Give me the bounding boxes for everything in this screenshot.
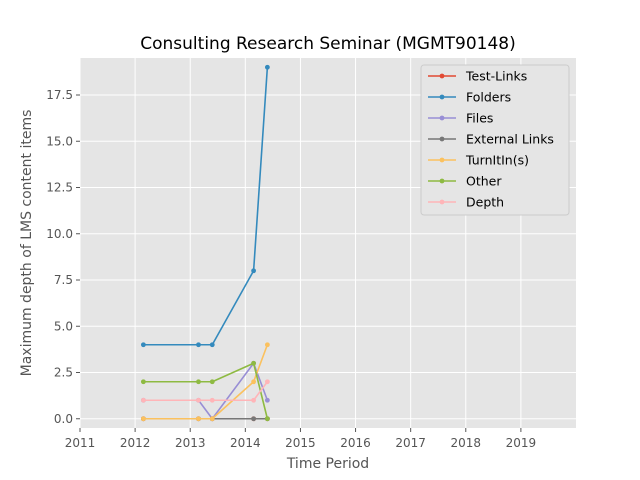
legend-item-external-links: External Links <box>428 132 554 147</box>
legend-swatch-marker <box>439 136 445 142</box>
y-tick-label: 5.0 <box>54 319 73 333</box>
legend-item-turnitin-s: TurnItIn(s) <box>428 153 529 168</box>
data-point-other <box>140 379 146 385</box>
legend-item-folders: Folders <box>428 90 511 105</box>
y-axis-label: Maximum depth of LMS content items <box>19 110 35 377</box>
data-point-turnitin-s <box>264 342 270 348</box>
data-point-other <box>251 360 256 366</box>
y-tick-label: 17.5 <box>46 88 73 102</box>
legend-label: Files <box>466 111 493 126</box>
legend-swatch-marker <box>439 73 445 79</box>
y-tick-label: 15.0 <box>46 134 73 148</box>
data-point-folders <box>251 268 256 274</box>
legend-item-test-links: Test-Links <box>428 69 527 84</box>
legend-item-depth: Depth <box>428 195 504 210</box>
data-point-files <box>264 397 270 403</box>
data-point-folders <box>196 342 201 348</box>
legend-label: Test-Links <box>465 69 527 84</box>
x-axis-ticks: 2011 2012 2013 2014 2015 2016 2017 2018 2019 <box>65 428 536 450</box>
data-point-other <box>196 379 201 385</box>
y-tick-label: 2.5 <box>54 366 73 380</box>
legend-swatch-marker <box>439 157 445 163</box>
legend-swatch-marker <box>439 199 445 205</box>
x-tick-label: 2014 <box>230 436 261 450</box>
legend-label: TurnItIn(s) <box>465 153 529 168</box>
legend-swatch-marker <box>439 94 445 100</box>
x-tick-label: 2013 <box>175 436 206 450</box>
series-depth <box>140 379 270 403</box>
y-tick-label: 10.0 <box>46 227 73 241</box>
legend: Test-Links Folders Files External Links Turn… <box>420 64 570 216</box>
data-point-folders <box>140 342 146 348</box>
data-point-folders <box>209 342 215 348</box>
legend-label: Folders <box>466 90 511 105</box>
x-tick-label: 2011 <box>65 436 96 450</box>
legend-item-other: Other <box>428 174 502 189</box>
data-point-turnitin-s <box>140 416 146 422</box>
x-tick-label: 2017 <box>395 436 426 450</box>
x-tick-label: 2016 <box>340 436 371 450</box>
series-layer <box>140 64 270 422</box>
legend-label: External Links <box>466 132 554 147</box>
series-folders <box>140 64 270 348</box>
y-axis-ticks: 0.0 2.5 5.0 7.5 10.0 12.5 15.0 17.5 <box>46 88 80 426</box>
data-point-depth <box>209 397 215 403</box>
legend-box <box>420 64 570 216</box>
legend-swatch-marker <box>439 178 445 184</box>
y-tick-label: 0.0 <box>54 412 73 426</box>
data-point-turnitin-s <box>209 416 215 422</box>
x-tick-label: 2018 <box>451 436 482 450</box>
legend-label: Other <box>466 174 502 189</box>
data-point-depth <box>264 379 270 385</box>
data-point-turnitin-s <box>196 416 201 422</box>
data-point-depth <box>251 397 256 403</box>
data-point-other <box>209 379 215 385</box>
series-other <box>140 360 270 422</box>
x-tick-label: 2019 <box>506 436 537 450</box>
legend-item-files: Files <box>428 111 493 126</box>
x-tick-label: 2015 <box>285 436 316 450</box>
x-axis-label: Time Period <box>286 456 369 472</box>
series-turnitin-s <box>140 342 270 422</box>
legend-swatch-marker <box>439 115 445 121</box>
data-point-depth <box>196 397 201 403</box>
data-point-other <box>264 416 270 422</box>
data-point-depth <box>140 397 146 403</box>
y-tick-label: 12.5 <box>46 181 73 195</box>
data-point-external-links <box>251 416 256 422</box>
data-point-turnitin-s <box>251 379 256 385</box>
chart-title: Consulting Research Seminar (MGMT90148) <box>140 34 516 54</box>
x-tick-label: 2012 <box>120 436 151 450</box>
legend-label: Depth <box>466 195 504 210</box>
y-tick-label: 7.5 <box>54 273 73 287</box>
data-point-folders <box>264 64 270 70</box>
